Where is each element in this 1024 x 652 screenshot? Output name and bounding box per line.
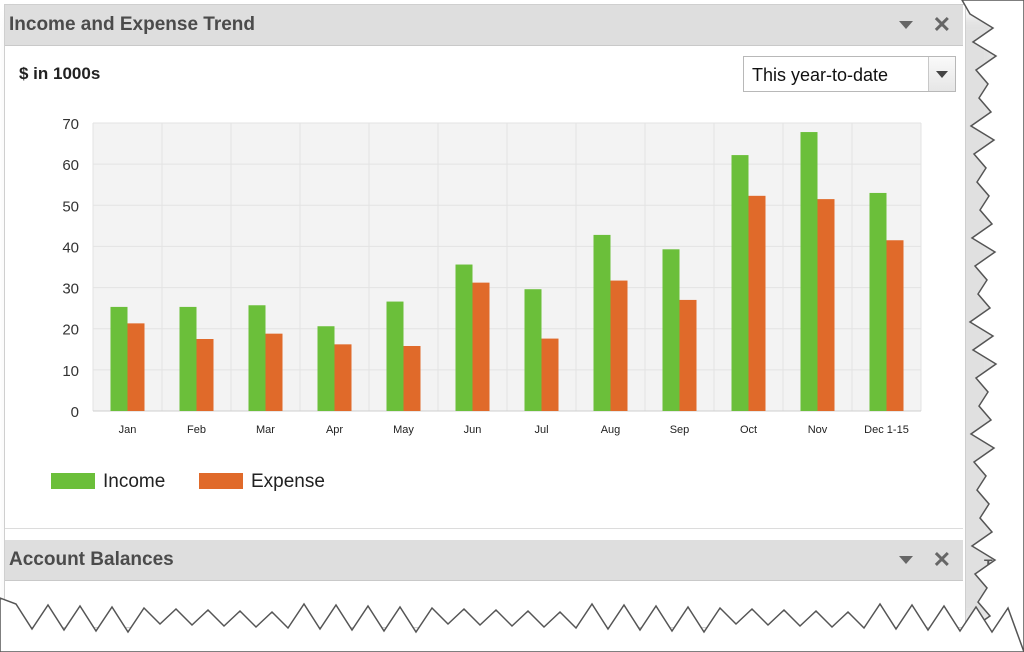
y-tick-label: 30 <box>62 281 79 298</box>
income-bar <box>731 155 749 411</box>
x-tick-label: Oct <box>740 424 757 436</box>
income-bar <box>800 132 818 411</box>
collapse-arrow-icon[interactable] <box>898 556 913 564</box>
widget-header-account-balances[interactable]: Account Balances ✕ <box>5 540 963 581</box>
legend-label-income: Income <box>103 471 165 492</box>
income-bar <box>179 306 197 411</box>
expense-bar <box>610 280 628 411</box>
y-tick-label: 0 <box>71 404 79 421</box>
expense-bar <box>748 195 766 411</box>
x-tick-label: Dec 1-15 <box>864 424 909 436</box>
expense-bar <box>196 339 214 411</box>
expense-bar <box>541 338 559 411</box>
x-tick-label: Aug <box>601 424 621 436</box>
x-tick-label: Feb <box>187 424 206 436</box>
widget-title-account-balances: Account Balances <box>9 549 174 570</box>
widget-header-income-expense[interactable]: Income and Expense Trend ✕ <box>5 5 963 46</box>
x-tick-label: Sep <box>670 424 690 436</box>
expense-bar <box>679 299 697 411</box>
expense-bar <box>817 199 835 411</box>
dashboard-panel: Income and Expense Trend ✕ $ in 1000s Th… <box>4 4 966 628</box>
collapse-arrow-icon[interactable] <box>898 21 913 29</box>
widget-divider <box>5 528 963 529</box>
period-select-value: This year-to-date <box>752 65 889 85</box>
expense-bar <box>334 344 352 411</box>
expense-bar <box>472 282 490 411</box>
legend-swatch-income <box>51 473 95 489</box>
legend-swatch-expense <box>199 473 243 489</box>
widget-title: Income and Expense Trend <box>9 14 256 35</box>
period-select[interactable]: This year-to-date <box>743 56 956 92</box>
y-tick-label: 60 <box>62 157 79 174</box>
expense-bar <box>127 323 145 411</box>
x-tick-label: May <box>393 424 414 436</box>
y-tick-label: 40 <box>62 239 79 256</box>
x-tick-label: Nov <box>808 424 828 436</box>
x-tick-label: Jun <box>464 424 482 436</box>
income-bar <box>593 234 611 411</box>
x-tick-label: Apr <box>326 424 343 436</box>
close-icon[interactable]: ✕ <box>932 547 951 572</box>
close-icon[interactable]: ✕ <box>932 12 951 37</box>
units-label: $ in 1000s <box>19 64 101 83</box>
income-bar <box>248 305 266 411</box>
dropdown-button[interactable] <box>928 57 955 91</box>
legend-label-expense: Expense <box>251 471 325 492</box>
x-tick-label: Mar <box>256 424 275 436</box>
dropdown-arrow-icon <box>936 71 948 78</box>
income-bar <box>110 306 128 411</box>
income-bar <box>317 326 335 411</box>
x-tick-label: Jan <box>119 424 137 436</box>
income-bar <box>386 301 404 411</box>
income-bar <box>455 264 473 411</box>
expense-bar <box>886 240 904 411</box>
y-tick-label: 10 <box>62 363 79 380</box>
income-bar <box>869 192 887 411</box>
income-bar <box>662 249 680 411</box>
y-tick-label: 70 <box>62 116 79 133</box>
expense-bar <box>265 333 283 411</box>
y-tick-label: 20 <box>62 322 79 339</box>
income-bar <box>524 289 542 411</box>
y-tick-label: 50 <box>62 198 79 215</box>
expense-bar <box>403 345 421 411</box>
income-expense-chart: 0 10 20 30 40 50 60 70 Jan Feb Mar Apr May Jun Jul Aug S… <box>51 116 922 492</box>
x-tick-label: Jul <box>534 424 548 436</box>
